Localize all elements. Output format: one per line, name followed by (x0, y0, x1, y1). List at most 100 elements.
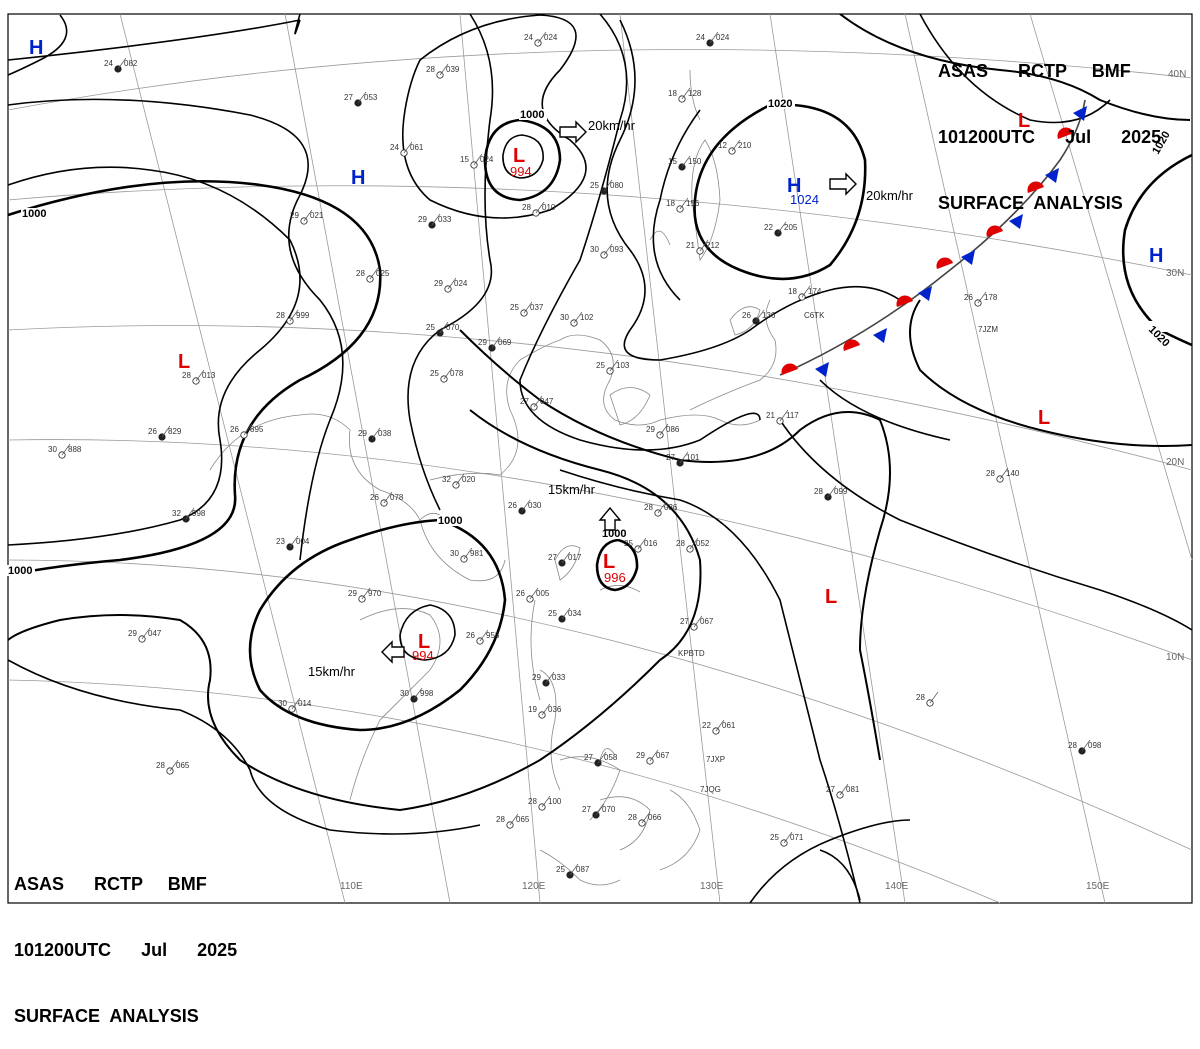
station-plot: 29 047 (128, 627, 162, 643)
station-plot: 30 888 (48, 443, 82, 459)
station-temperature: 32 (172, 509, 181, 518)
station-plot: 28 025 (356, 267, 390, 283)
station-id: C6TK (804, 311, 825, 320)
station-temperature: 30 (560, 313, 569, 322)
station-temperature: 28 (426, 65, 435, 74)
station-plot: 28 065 (156, 759, 190, 775)
station-pressure: 081 (846, 785, 860, 794)
isobar-label-bg (1147, 321, 1175, 332)
cold-front-symbol (873, 328, 887, 343)
isobar-1000-central-low (595, 538, 639, 592)
station-plot: 27 067 (680, 615, 714, 631)
station-pressure: 953 (486, 631, 500, 640)
station-temperature: 26 (370, 493, 379, 502)
isobar-label: 1000 (520, 109, 544, 121)
header-line3: SURFACE ANALYSIS (938, 193, 1123, 213)
station-plot: 12 210 (718, 139, 752, 155)
station-temperature: 26 (508, 501, 517, 510)
station-pressure: 016 (644, 539, 658, 548)
lon-label: 110E (340, 881, 363, 892)
cold-front-symbol (961, 250, 975, 265)
station-plot: 26 829 (148, 425, 182, 441)
station-pressure: 021 (310, 211, 324, 220)
station-temperature: 32 (442, 475, 451, 484)
lat-label: 40N (1168, 69, 1186, 80)
station-temperature: 28 (496, 815, 505, 824)
station-temperature: 25 (510, 303, 519, 312)
station-plot: 24 024 (696, 31, 730, 47)
station-pressure: 047 (540, 397, 554, 406)
station-temperature: 28 (276, 311, 285, 320)
station-temperature: 29 (290, 211, 299, 220)
wind-barb-icon (649, 749, 659, 762)
station-plot: 28 065 (496, 813, 530, 829)
station-plot: 24 061 (390, 141, 424, 157)
center-pressure-value: 994 (412, 648, 434, 663)
station-temperature: 28 (522, 203, 531, 212)
station-id: 7JXP (706, 755, 725, 764)
station-temperature: 29 (418, 215, 427, 224)
station-plot: 27 017 (548, 551, 582, 567)
warm-front-symbol (1057, 127, 1074, 139)
wind-barb-icon (637, 537, 647, 550)
station-pressure: 037 (530, 303, 544, 312)
station-plot: 18 156 (666, 197, 700, 213)
wind-barb-icon (289, 309, 299, 322)
wind-barb-icon (679, 197, 689, 210)
wind-barb-icon (827, 485, 837, 498)
lon-label: 150E (1086, 881, 1110, 892)
station-temperature: 26 (742, 311, 751, 320)
station-plot: 29 033 (532, 671, 566, 687)
wind-barb-icon (439, 321, 449, 334)
station-pressure: 033 (438, 215, 452, 224)
station-pressure: 178 (984, 293, 998, 302)
station-plot: 25 034 (548, 607, 582, 623)
wind-barb-icon (369, 267, 379, 280)
station-temperature: 28 (916, 693, 925, 702)
station-temperature: 27 (680, 617, 689, 626)
wind-barb-icon (755, 309, 765, 322)
station-pressure: 004 (296, 537, 310, 546)
station-temperature: 27 (548, 553, 557, 562)
station-temperature: 28 (1068, 741, 1077, 750)
station-pressure: 128 (688, 89, 702, 98)
station-pressure: 017 (568, 553, 582, 562)
station-pressure: 052 (696, 539, 710, 548)
motion-arrow-icon (829, 172, 857, 196)
isobars (7, 13, 1193, 904)
wind-barb-icon (689, 537, 699, 550)
station-temperature: 28 (676, 539, 685, 548)
isobar-1000-north (7, 179, 382, 577)
station-plot: 29 069 (478, 336, 512, 352)
station-plot: 28 140 (986, 467, 1020, 483)
station-plot: 29 024 (434, 277, 468, 293)
wind-barb-icon (371, 427, 381, 440)
wind-barb-icon (709, 31, 719, 44)
isobar-label: 1000 (22, 208, 46, 220)
station-plot: 27 058 (584, 751, 618, 767)
station-temperature: 24 (104, 59, 113, 68)
station-temperature: 22 (764, 223, 773, 232)
station-pressure: 067 (656, 751, 670, 760)
wind-barb-icon (731, 139, 741, 152)
station-temperature: 24 (696, 33, 705, 42)
station-pressure: 205 (784, 223, 798, 232)
station-temperature: 26 (516, 589, 525, 598)
isobar-1020-north-high (693, 103, 867, 281)
station-temperature: 26 (466, 631, 475, 640)
wind-barb-icon (597, 751, 607, 764)
high-pressure-center: H (787, 175, 801, 197)
station-plot: 26 953 (466, 629, 500, 645)
station-pressure: 101 (686, 453, 700, 462)
wind-barb-icon (783, 831, 793, 844)
low-pressure-center: L (1018, 110, 1030, 132)
station-temperature: 30 (450, 549, 459, 558)
station-temperature: 28 (156, 761, 165, 770)
station-pressure: 212 (706, 241, 720, 250)
isobar-north-outer (7, 13, 301, 61)
station-temperature: 28 (986, 469, 995, 478)
wind-barb-icon (243, 423, 253, 436)
isobar-label: 1000 (602, 528, 626, 540)
high-pressure-center: H (1149, 245, 1163, 267)
lon-label: 140E (885, 881, 909, 892)
